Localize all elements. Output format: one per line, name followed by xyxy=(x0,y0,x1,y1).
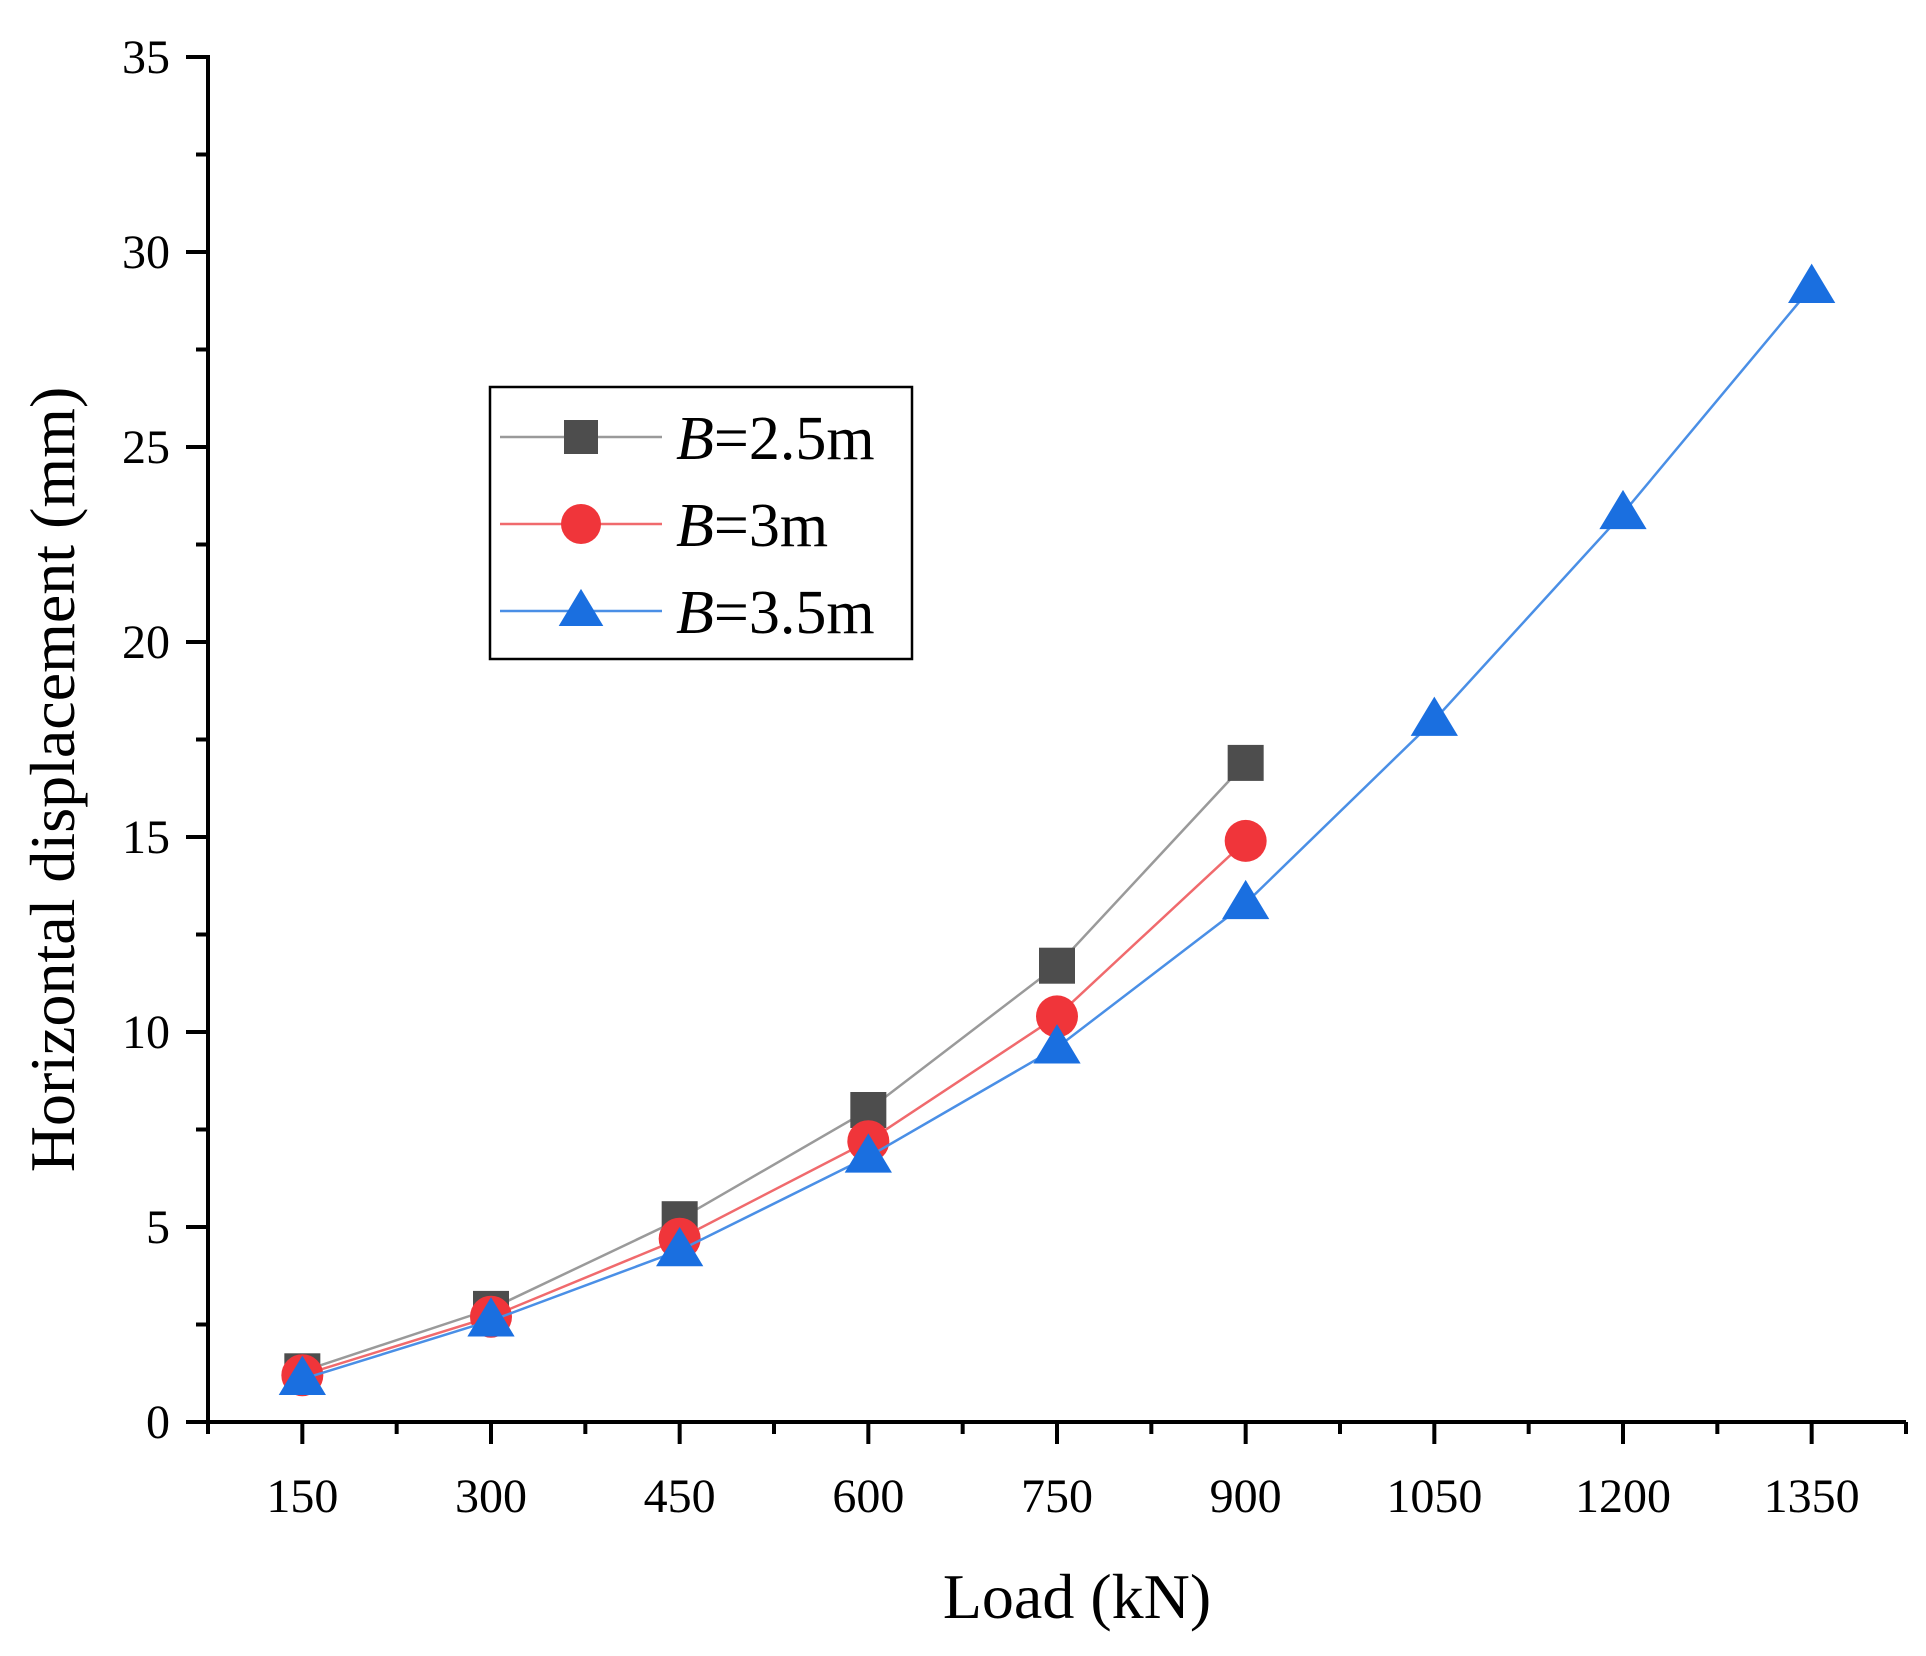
data-point xyxy=(656,1226,704,1267)
axes: 0 5 10 15 20 25 30 35 150 300 450 600 750 900 1050 1200… xyxy=(122,31,1908,1523)
x-tick-label: 1200 xyxy=(1575,1470,1671,1523)
data-point xyxy=(1227,744,1264,781)
x-tick-label: 1050 xyxy=(1386,1470,1482,1523)
y-tick-label: 30 xyxy=(122,226,170,279)
series-line xyxy=(301,762,1247,1373)
x-tick-label: 600 xyxy=(832,1470,904,1523)
x-tick-label: 300 xyxy=(455,1470,527,1523)
y-tick-label: 5 xyxy=(146,1201,170,1254)
series-2 xyxy=(281,819,1267,1397)
data-point xyxy=(1222,879,1270,920)
y-tick-label: 0 xyxy=(146,1396,170,1449)
y-tick-label: 10 xyxy=(122,1006,170,1059)
x-tick-label: 1350 xyxy=(1764,1470,1860,1523)
x-tick-label: 450 xyxy=(644,1470,716,1523)
data-point xyxy=(1410,696,1458,736)
y-tick-label: 25 xyxy=(122,421,170,474)
y-tick-label: 20 xyxy=(122,616,170,669)
x-tick-label: 900 xyxy=(1210,1470,1282,1523)
legend: B=2.5m B=3m B=3.5m xyxy=(488,385,914,661)
data-point xyxy=(278,1355,326,1395)
legend-marker xyxy=(558,588,604,626)
data-point xyxy=(1788,263,1836,303)
data-point xyxy=(844,1133,892,1173)
data-point xyxy=(1033,1024,1081,1064)
x-tick-label: 150 xyxy=(266,1470,338,1523)
data-point xyxy=(1036,995,1078,1038)
series-3 xyxy=(278,263,1836,1395)
series-line xyxy=(301,839,1247,1377)
data-point xyxy=(1039,947,1075,984)
series-layer xyxy=(278,263,1836,1397)
x-axis-title: Load (kN) xyxy=(943,1561,1211,1632)
legend-marker xyxy=(561,504,601,544)
data-point xyxy=(1599,489,1647,530)
series-1 xyxy=(284,744,1264,1390)
y-tick-label: 15 xyxy=(122,811,170,864)
y-axis-title: Horizontal displacement (mm) xyxy=(17,387,88,1173)
legend-label: B=2.5m xyxy=(676,405,875,473)
legend-label: B=3m xyxy=(676,492,828,560)
legend-label: B=3.5m xyxy=(676,579,875,647)
x-tick-label: 750 xyxy=(1021,1470,1093,1523)
data-point xyxy=(467,1297,515,1337)
y-tick-label: 35 xyxy=(122,31,170,84)
data-point xyxy=(1224,819,1267,862)
legend-marker xyxy=(564,420,598,454)
